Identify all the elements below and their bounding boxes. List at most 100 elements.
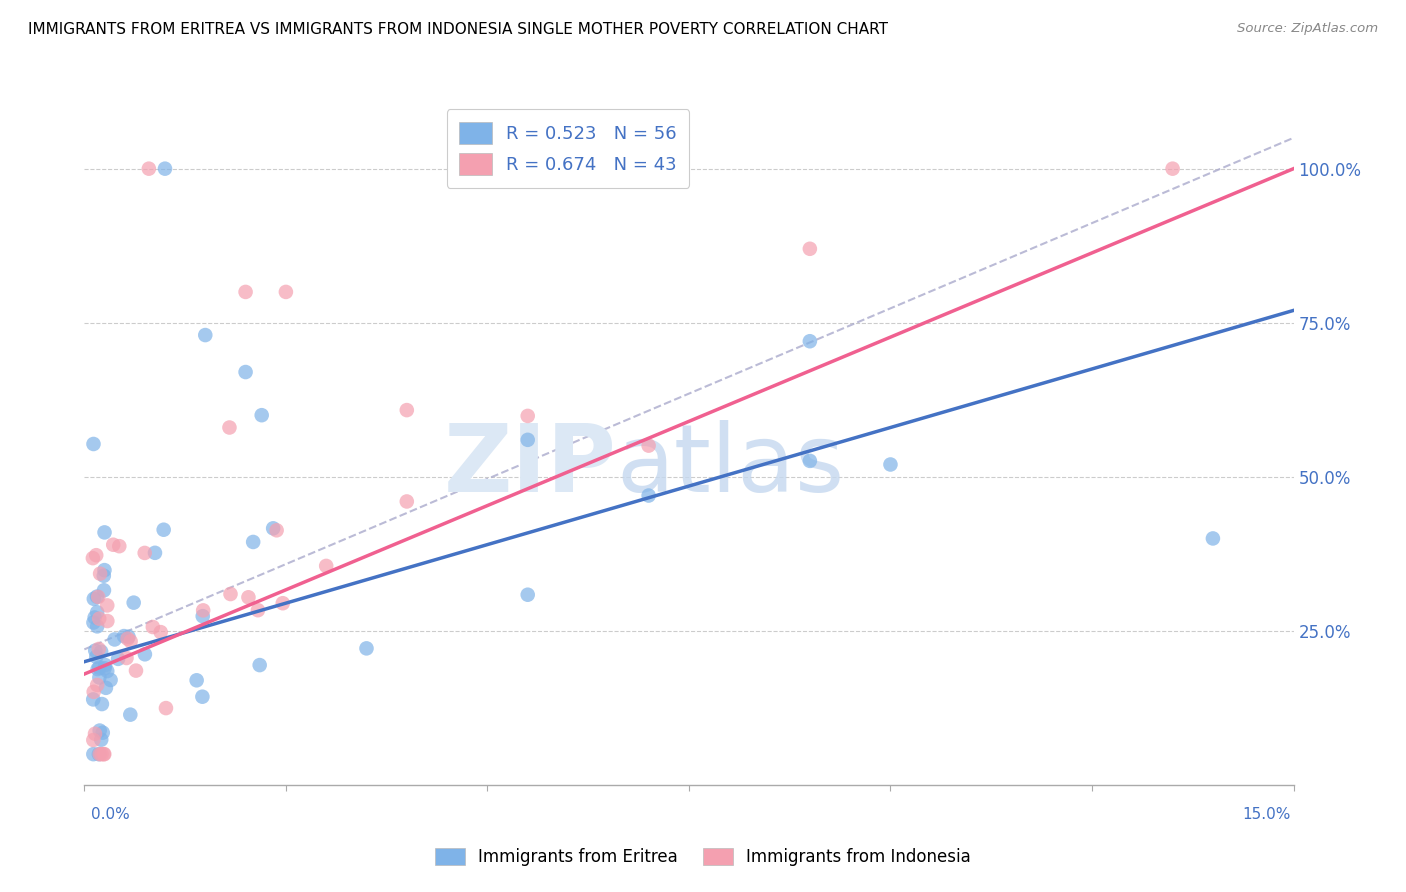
Point bbox=[637, 439, 659, 453]
Point bbox=[117, 632, 139, 646]
Point bbox=[100, 673, 122, 687]
Point bbox=[142, 620, 165, 634]
Point bbox=[249, 658, 271, 673]
Point bbox=[94, 681, 117, 695]
Y-axis label: Single Mother Poverty: Single Mother Poverty bbox=[0, 361, 7, 531]
Point bbox=[96, 599, 118, 613]
Point bbox=[84, 649, 107, 664]
Point bbox=[194, 328, 217, 343]
Point bbox=[1161, 161, 1184, 176]
Point bbox=[120, 707, 142, 722]
Text: Source: ZipAtlas.com: Source: ZipAtlas.com bbox=[1237, 22, 1378, 36]
Point bbox=[107, 652, 129, 666]
Point bbox=[93, 525, 115, 540]
Point bbox=[1202, 532, 1225, 546]
Point bbox=[86, 678, 108, 692]
Point bbox=[87, 642, 110, 657]
Point bbox=[86, 605, 108, 619]
Point bbox=[90, 747, 112, 761]
Text: ZIP: ZIP bbox=[443, 420, 616, 512]
Point bbox=[516, 588, 538, 602]
Point bbox=[103, 538, 125, 552]
Point bbox=[218, 420, 240, 434]
Point bbox=[86, 590, 108, 604]
Text: 0.0%: 0.0% bbox=[91, 807, 131, 822]
Point bbox=[219, 587, 242, 601]
Point bbox=[96, 664, 118, 678]
Point bbox=[250, 408, 273, 422]
Point bbox=[91, 725, 114, 739]
Point bbox=[235, 365, 257, 379]
Point bbox=[143, 546, 166, 560]
Text: 15.0%: 15.0% bbox=[1243, 807, 1291, 822]
Point bbox=[242, 535, 264, 549]
Point bbox=[83, 685, 105, 699]
Point bbox=[104, 632, 127, 647]
Point bbox=[90, 644, 112, 658]
Point bbox=[93, 568, 115, 582]
Point bbox=[89, 747, 111, 761]
Point bbox=[82, 692, 104, 706]
Point bbox=[191, 609, 214, 624]
Point bbox=[274, 285, 297, 299]
Point bbox=[799, 454, 821, 468]
Legend: R = 0.523   N = 56, R = 0.674   N = 43: R = 0.523 N = 56, R = 0.674 N = 43 bbox=[447, 110, 689, 187]
Point bbox=[83, 610, 105, 624]
Point bbox=[266, 524, 288, 538]
Point bbox=[93, 661, 115, 675]
Point bbox=[122, 596, 145, 610]
Point bbox=[112, 629, 135, 643]
Point bbox=[89, 670, 111, 684]
Point bbox=[235, 285, 257, 299]
Point bbox=[516, 409, 538, 423]
Point bbox=[186, 673, 208, 688]
Point bbox=[125, 664, 148, 678]
Point bbox=[84, 727, 107, 741]
Point bbox=[82, 747, 104, 761]
Point bbox=[879, 458, 901, 472]
Point bbox=[87, 590, 110, 604]
Point bbox=[93, 747, 115, 761]
Point bbox=[84, 643, 107, 657]
Point bbox=[82, 615, 104, 630]
Point bbox=[799, 242, 821, 256]
Point bbox=[90, 732, 112, 747]
Text: IMMIGRANTS FROM ERITREA VS IMMIGRANTS FROM INDONESIA SINGLE MOTHER POVERTY CORRE: IMMIGRANTS FROM ERITREA VS IMMIGRANTS FR… bbox=[28, 22, 889, 37]
Point bbox=[238, 591, 260, 605]
Point bbox=[89, 612, 111, 626]
Point bbox=[90, 697, 112, 711]
Point bbox=[134, 546, 156, 560]
Point bbox=[120, 634, 142, 648]
Point bbox=[115, 651, 138, 665]
Point bbox=[89, 660, 111, 674]
Point bbox=[82, 551, 104, 566]
Point bbox=[799, 334, 821, 349]
Point bbox=[93, 747, 115, 761]
Point bbox=[89, 723, 111, 738]
Point bbox=[117, 630, 139, 644]
Point bbox=[516, 433, 538, 447]
Point bbox=[191, 690, 214, 704]
Point bbox=[395, 494, 418, 508]
Point bbox=[82, 437, 104, 451]
Point bbox=[149, 625, 172, 640]
Point bbox=[83, 591, 105, 606]
Point bbox=[193, 603, 215, 617]
Point bbox=[395, 403, 418, 417]
Point bbox=[96, 614, 118, 628]
Point bbox=[86, 662, 108, 676]
Point bbox=[94, 658, 117, 673]
Point bbox=[108, 539, 131, 553]
Point bbox=[82, 733, 104, 747]
Point bbox=[271, 596, 294, 610]
Point bbox=[93, 563, 115, 577]
Point bbox=[87, 747, 110, 761]
Point bbox=[262, 521, 284, 535]
Point bbox=[89, 566, 111, 581]
Point bbox=[155, 701, 177, 715]
Point bbox=[86, 619, 108, 633]
Point bbox=[152, 523, 174, 537]
Point bbox=[246, 603, 269, 617]
Point bbox=[637, 489, 659, 503]
Point bbox=[356, 641, 378, 656]
